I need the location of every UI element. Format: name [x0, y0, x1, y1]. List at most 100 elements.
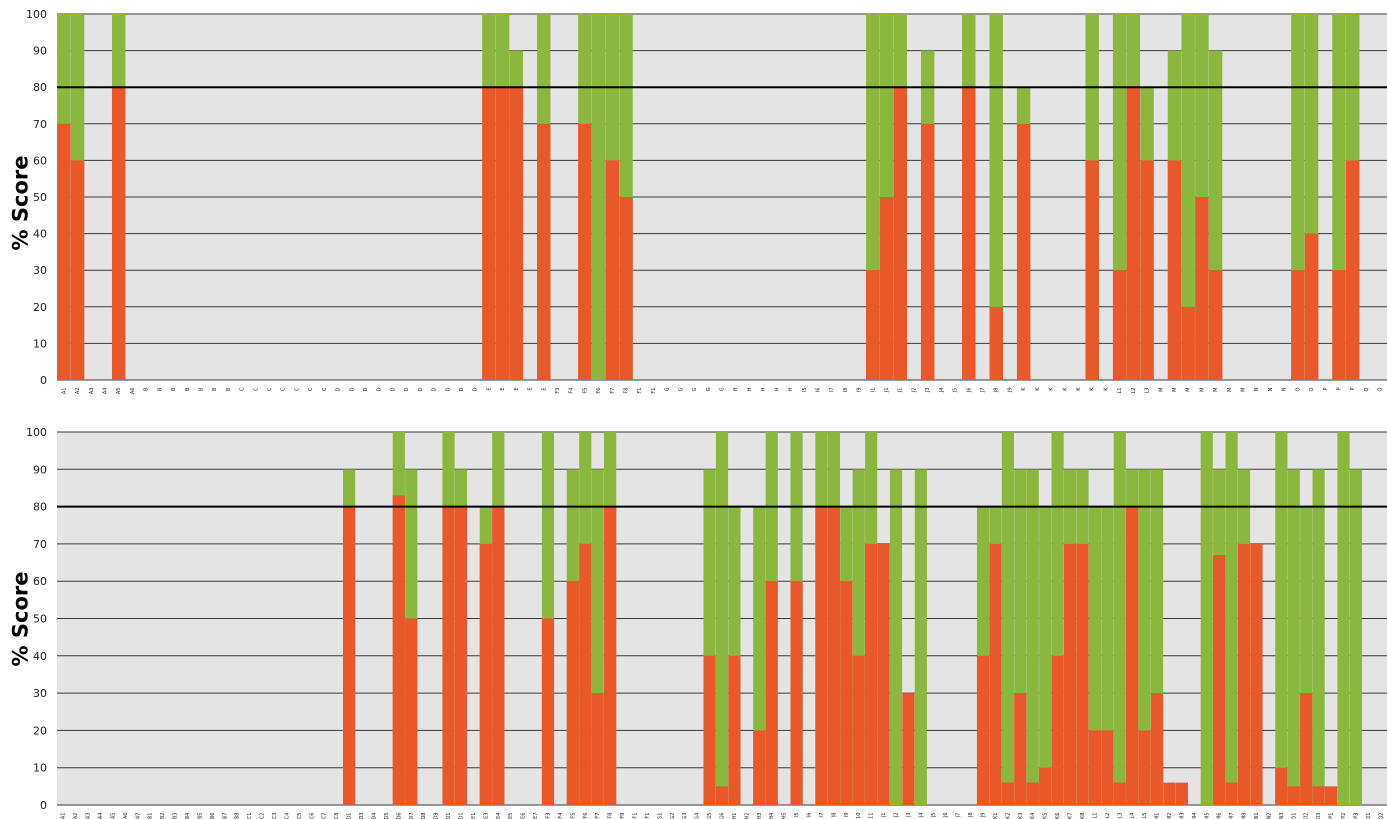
y-tick-label: 60	[33, 154, 47, 167]
x-tick-label: E7	[533, 813, 539, 819]
x-tick-label: Q	[1378, 387, 1384, 391]
x-tick-label: L1	[1092, 813, 1098, 819]
bar-orange	[1039, 767, 1052, 805]
x-tick-label: I1	[870, 388, 876, 393]
x-tick-label: A1	[61, 813, 67, 819]
x-tick-label: E3	[483, 813, 489, 819]
x-tick-label: G5	[707, 813, 713, 819]
x-tick-label: I8	[843, 388, 849, 393]
bar-orange	[1163, 782, 1176, 805]
bar-orange	[70, 160, 85, 380]
x-tick-label: D3	[359, 813, 365, 819]
x-tick-label: D	[418, 387, 424, 391]
x-tick-label: O3	[1316, 813, 1322, 819]
bar-green	[889, 469, 903, 805]
y-tick-label: 20	[33, 724, 47, 737]
x-tick-label: D5	[384, 813, 390, 819]
bar-orange	[1225, 782, 1238, 805]
x-tick-label: I9	[857, 388, 863, 393]
x-tick-label: D	[349, 387, 355, 391]
bar-green	[1287, 469, 1300, 805]
x-tick-label: C6	[309, 813, 315, 819]
x-tick-label: M2	[1167, 813, 1173, 819]
x-tick-label: I5	[794, 813, 800, 818]
y-tick-label: 100	[26, 426, 47, 439]
x-tick-label: J7	[956, 813, 962, 819]
bar-green	[715, 432, 729, 805]
bar-green	[1312, 469, 1325, 805]
x-tick-label: G	[692, 387, 698, 391]
x-tick-label: E	[528, 388, 534, 391]
y-tick-label: 80	[33, 501, 47, 514]
x-tick-label: H	[747, 387, 753, 391]
x-tick-label: G6	[720, 813, 726, 819]
bar-orange	[790, 581, 803, 805]
x-tick-label: Q1	[1366, 813, 1372, 819]
x-tick-label: J3	[925, 388, 931, 394]
y-tick-label: 20	[33, 301, 47, 314]
bar-green	[1001, 432, 1014, 805]
bar-orange	[591, 693, 604, 805]
x-tick-label: N3	[1279, 813, 1285, 819]
x-tick-label: B2	[160, 813, 166, 819]
bar-orange	[1026, 782, 1039, 805]
x-tick-label: J1	[881, 813, 887, 819]
bar-orange	[392, 495, 405, 805]
bar-green	[1039, 506, 1052, 805]
bar-orange	[893, 87, 907, 380]
x-tick-label: K5	[1043, 813, 1049, 819]
x-tick-label: F8	[624, 388, 630, 394]
x-tick-label: P2	[1341, 813, 1347, 819]
x-tick-label: J2	[911, 388, 917, 394]
bar-orange	[865, 543, 878, 805]
x-tick-label: J4	[939, 388, 945, 394]
bar-orange	[1140, 160, 1154, 380]
bar-green	[1275, 432, 1288, 805]
bar-orange	[1016, 123, 1031, 381]
x-tick-label: E1	[471, 813, 477, 819]
x-tick-label: H1	[732, 813, 738, 819]
x-tick-label: D8	[421, 813, 427, 819]
bar-orange	[852, 655, 865, 805]
chart-svg-top: 0 10 20 30 40 50 60 70 80 90 100 A1 A2 A3 A4 A5 A6 B B B B B B…	[26, 8, 1387, 394]
x-tick-label: K2	[1005, 813, 1011, 819]
x-tick-label: O	[1309, 387, 1315, 391]
x-tick-label: B	[198, 387, 204, 391]
x-tick-label: A5	[110, 813, 116, 819]
x-tick-label: D9	[434, 813, 440, 819]
x-tick-label: J9	[1007, 388, 1013, 394]
x-tick-label: P	[1337, 388, 1343, 391]
x-tick-label: I5	[802, 388, 808, 393]
bar-orange	[1275, 767, 1288, 805]
x-tick-label: M	[1172, 388, 1178, 392]
y-tick-label: 40	[33, 228, 47, 241]
x-tick-label: M8	[1242, 813, 1248, 819]
x-tick-label: N2	[1266, 813, 1272, 819]
x-tick-label: F3	[545, 813, 551, 819]
x-tick-label: M	[1186, 388, 1192, 392]
x-tick-label: M	[1199, 388, 1205, 392]
bar-orange	[765, 581, 778, 805]
y-tick-label: 70	[33, 538, 47, 551]
bar-orange	[1324, 786, 1338, 805]
bar-orange	[1312, 786, 1325, 805]
bar-orange	[1250, 543, 1263, 805]
x-tick-label: B	[171, 387, 177, 391]
x-tick-label: B1	[148, 813, 154, 819]
x-tick-label: J5	[931, 813, 937, 819]
x-tick-label: G	[665, 387, 671, 391]
chart-svg-bottom: 0 10 20 30 40 50 60 70 80 90 100 A1 A2 A3 A4 A5 A6 A7 B1 B2…	[26, 426, 1387, 819]
x-tick-label: N	[1282, 387, 1288, 391]
x-tick-label: M	[1158, 388, 1164, 392]
x-tick-label: F4	[569, 388, 575, 394]
bar-orange	[1195, 197, 1209, 380]
y-tick-label: 90	[33, 463, 47, 476]
bar-orange	[541, 618, 555, 805]
y-tick-label: 100	[26, 8, 47, 21]
y-tick-label: 30	[33, 687, 47, 700]
bar-orange	[1181, 306, 1195, 380]
y-tick-label: 0	[40, 374, 47, 387]
x-tick-label: K4	[1030, 813, 1036, 819]
bar-orange	[1346, 160, 1360, 380]
x-tick-label: K	[1076, 387, 1082, 391]
